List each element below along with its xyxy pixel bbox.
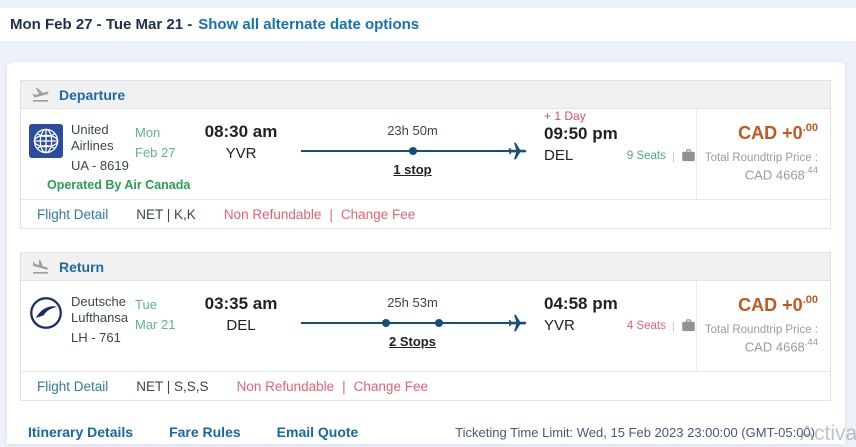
airline-info: United Airlines UA - 8619 <box>71 122 131 174</box>
depart-airport: DEL <box>226 317 256 334</box>
airline-info: Deutsche Lufthansa LH - 761 <box>71 294 131 346</box>
depart-airport: YVR <box>225 145 257 162</box>
stop-dot <box>408 147 417 155</box>
departure-price-block: CAD +0.00 Total Roundtrip Price : CAD 46… <box>696 109 830 199</box>
return-footer: Flight Detail NET | S,S,S Non Refundable… <box>21 371 830 400</box>
plane-icon <box>508 142 527 160</box>
flight-takeoff-icon <box>32 87 49 102</box>
return-date: Tue Mar 21 <box>135 294 191 335</box>
depart-time: 08:30 am <box>204 122 278 141</box>
change-fee-link[interactable]: Change Fee <box>353 378 428 394</box>
seats-divider: | <box>671 318 675 333</box>
flight-path-line <box>301 142 527 160</box>
united-airlines-logo <box>29 124 63 158</box>
itinerary-details-link[interactable]: Itinerary Details <box>28 424 134 440</box>
seats-count: 4 Seats <box>626 319 666 332</box>
lufthansa-logo <box>29 296 63 330</box>
activate-watermark: Activa <box>800 422 856 445</box>
flight-path: 25h 53m 2 Stops <box>301 294 527 351</box>
return-title: Return <box>59 258 105 275</box>
return-price-block: CAD +0.00 Total Roundtrip Price : CAD 46… <box>696 281 830 371</box>
stops-link[interactable]: 1 stop <box>393 162 432 177</box>
departure-footer: Flight Detail NET | K,K Non Refundable |… <box>21 199 830 228</box>
non-refundable-link[interactable]: Non Refundable <box>236 378 335 394</box>
total-price: CAD 4668.44 <box>744 337 818 355</box>
flight-detail-link[interactable]: Flight Detail <box>37 206 109 222</box>
arrive-time: 09:50 pm <box>544 124 618 143</box>
departure-day: Mon <box>135 125 161 140</box>
change-fee-link[interactable]: Change Fee <box>340 206 416 222</box>
ticketing-time-limit: Ticketing Time Limit: Wed, 15 Feb 2023 2… <box>455 424 815 440</box>
stop-dot <box>435 319 444 327</box>
depart-time: 03:35 am <box>204 294 278 313</box>
email-quote-link[interactable]: Email Quote <box>276 424 359 440</box>
stops-link[interactable]: 2 Stops <box>389 334 436 349</box>
flight-number: UA - 8619 <box>71 157 129 173</box>
arrive-time-block: 04:58 pm YVR 4 Seats | <box>544 294 696 334</box>
flight-land-icon <box>32 260 49 274</box>
return-header: Return <box>21 253 830 281</box>
flight-path: 23h 50m 1 stop <box>301 122 527 179</box>
itinerary-container: Departure United Airlines UA - 8619 Mon … <box>7 62 845 444</box>
depart-time-block: 08:30 am YVR <box>191 122 291 162</box>
departure-header: Departure <box>21 81 830 109</box>
stop-dot <box>381 319 390 327</box>
footer-separator: | <box>329 206 333 222</box>
departure-card: Departure United Airlines UA - 8619 Mon … <box>20 80 831 229</box>
departure-body: United Airlines UA - 8619 Mon Feb 27 08:… <box>21 109 830 199</box>
return-body: Deutsche Lufthansa LH - 761 Tue Mar 21 0… <box>21 281 830 371</box>
seats-divider: | <box>671 148 675 163</box>
duration-label: 25h 53m <box>387 295 438 310</box>
arrive-time-block: + 1 Day 09:50 pm DEL 9 Seats | <box>544 109 696 164</box>
fare-basis: NET | S,S,S <box>136 378 209 394</box>
baggage-icon[interactable] <box>681 148 696 163</box>
non-refundable-link[interactable]: Non Refundable <box>223 206 322 222</box>
flight-path-line <box>301 314 527 332</box>
path-rule <box>301 322 510 324</box>
total-price-label: Total Roundtrip Price : <box>704 324 818 336</box>
fare-basis: NET | K,K <box>136 206 196 222</box>
return-date-value: Mar 21 <box>135 317 176 333</box>
duration-label: 23h 50m <box>387 123 438 138</box>
depart-time-block: 03:35 am DEL <box>191 294 291 334</box>
fare-rules-link[interactable]: Fare Rules <box>169 424 241 440</box>
return-day: Tue <box>135 297 157 312</box>
footer-separator: | <box>342 378 346 394</box>
price-delta: CAD +0.00 <box>738 122 818 143</box>
total-price-label: Total Roundtrip Price : <box>704 152 818 164</box>
total-price: CAD 4668.44 <box>744 165 818 183</box>
seats-count: 9 Seats <box>626 149 666 162</box>
alternate-dates-link[interactable]: Show all alternate date options <box>198 16 420 33</box>
plus-day-label: + 1 Day <box>544 109 586 123</box>
arrive-airport: YVR <box>544 317 575 334</box>
departure-date-value: Feb 27 <box>135 145 176 161</box>
price-delta: CAD +0.00 <box>738 294 818 315</box>
airline-name: Deutsche Lufthansa <box>71 294 129 326</box>
arrive-airport: DEL <box>544 147 574 164</box>
departure-date: Mon Feb 27 <box>135 122 191 163</box>
flight-number: LH - 761 <box>71 329 121 345</box>
arrive-time: 04:58 pm <box>544 294 618 313</box>
date-range-text: Mon Feb 27 - Tue Mar 21 - <box>10 16 193 33</box>
baggage-icon[interactable] <box>681 318 696 333</box>
date-range-bar: Mon Feb 27 - Tue Mar 21 - Show all alter… <box>0 8 856 41</box>
airline-name: United Airlines <box>71 122 114 154</box>
flight-detail-link[interactable]: Flight Detail <box>37 378 109 394</box>
operated-by-label: Operated By Air Canada <box>47 178 191 192</box>
return-card: Return Deutsche Lufthansa LH - 761 Tue M… <box>20 252 831 401</box>
path-rule <box>301 150 510 152</box>
departure-title: Departure <box>59 86 126 103</box>
action-bar: Itinerary Details Fare Rules Email Quote… <box>20 424 831 440</box>
plane-icon <box>508 314 527 332</box>
